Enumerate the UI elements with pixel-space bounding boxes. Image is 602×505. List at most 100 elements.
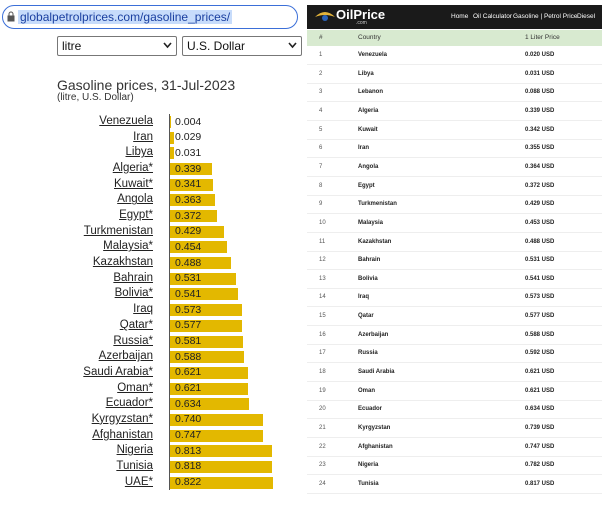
category-label[interactable]: Iran bbox=[133, 130, 153, 143]
category-label[interactable]: Bahrain bbox=[113, 271, 153, 284]
table-cell: 0.573 USD bbox=[525, 294, 555, 301]
row-separator bbox=[307, 287, 602, 289]
row-separator bbox=[307, 138, 602, 140]
nav-link[interactable]: Diesel bbox=[577, 13, 596, 20]
table-cell: 0.339 USD bbox=[525, 107, 555, 114]
table-cell: 18 bbox=[319, 369, 326, 376]
bar bbox=[170, 241, 227, 254]
row-separator bbox=[307, 381, 602, 383]
bar bbox=[170, 116, 171, 128]
bar bbox=[170, 351, 244, 364]
value-label: 0.429 bbox=[175, 225, 202, 238]
row-separator bbox=[307, 306, 602, 308]
table-cell: Libya bbox=[358, 70, 374, 77]
chevron bbox=[163, 42, 172, 49]
table-cell: 22 bbox=[319, 443, 326, 450]
row-separator bbox=[307, 399, 602, 401]
value-label: 0.747 bbox=[175, 429, 202, 442]
value-label: 0.488 bbox=[175, 256, 202, 269]
table-cell: 0.429 USD bbox=[525, 201, 555, 208]
bar bbox=[170, 304, 242, 317]
select-text: litre bbox=[62, 39, 82, 53]
table-cell: 1 bbox=[319, 52, 323, 58]
category-label[interactable]: Russia* bbox=[113, 334, 153, 347]
table-cell: 0.364 USD bbox=[525, 163, 555, 170]
category-label[interactable]: Kuwait* bbox=[114, 177, 153, 190]
value-label: 0.588 bbox=[175, 350, 202, 363]
category-label[interactable]: Qatar* bbox=[119, 318, 153, 331]
table-cell: Azerbaijan bbox=[358, 331, 389, 338]
category-label[interactable]: Nigeria bbox=[116, 444, 153, 457]
value-label: 0.004 bbox=[175, 115, 202, 128]
select-text: U.S. Dollar bbox=[187, 39, 246, 53]
logo-icon bbox=[315, 12, 335, 21]
table-cell: 0.739 USD bbox=[525, 425, 555, 431]
table-cell: Nigeria bbox=[358, 462, 379, 469]
nav-link[interactable]: Gasoline | Petrol Price bbox=[513, 13, 578, 20]
url: globalpetrolprices.com/gasoline_prices/ bbox=[18, 10, 233, 24]
table-cell: 5 bbox=[319, 126, 323, 133]
address-bar[interactable] bbox=[2, 5, 298, 29]
table-header bbox=[307, 30, 602, 46]
category-label[interactable]: Algeria* bbox=[112, 162, 153, 175]
unit-select[interactable]: litre bbox=[57, 36, 177, 56]
value-label: 0.454 bbox=[175, 240, 202, 253]
table-cell: 0.020 USD bbox=[525, 52, 555, 58]
bar bbox=[170, 163, 213, 176]
category-label[interactable]: Malaysia* bbox=[103, 240, 153, 253]
table-cell: 14 bbox=[319, 294, 326, 301]
row-separator bbox=[307, 101, 602, 103]
bar bbox=[170, 225, 224, 238]
value-label: 0.634 bbox=[175, 397, 202, 410]
bar bbox=[170, 429, 264, 442]
category-label[interactable]: Kazakhstan bbox=[92, 256, 153, 269]
category-label[interactable]: Turkmenistan bbox=[83, 224, 153, 237]
value-label: 0.372 bbox=[175, 209, 202, 222]
row-separator bbox=[307, 418, 602, 420]
category-label[interactable]: UAE* bbox=[124, 475, 153, 488]
column-header: 1 Liter Price bbox=[525, 34, 560, 41]
row-separator bbox=[307, 64, 602, 65]
table-cell: 0.588 USD bbox=[525, 331, 555, 338]
table-cell: 13 bbox=[319, 275, 326, 282]
category-label[interactable]: Azerbaijan bbox=[98, 350, 153, 363]
category-label[interactable]: Libya bbox=[125, 146, 154, 159]
category-label[interactable]: Saudi Arabia* bbox=[83, 365, 153, 378]
table-cell: 0.031 USD bbox=[525, 70, 555, 77]
row-separator bbox=[307, 231, 602, 233]
logo[interactable]: OilPrice bbox=[336, 7, 386, 22]
category-label[interactable]: Venezuela bbox=[99, 115, 153, 127]
table-cell: 0.453 USD bbox=[525, 219, 555, 226]
row-separator bbox=[307, 250, 602, 252]
row-separator bbox=[307, 362, 602, 364]
category-label[interactable]: Angola bbox=[117, 193, 153, 206]
table-cell: 0.621 USD bbox=[525, 369, 555, 376]
currency-select[interactable]: U.S. Dollar bbox=[182, 36, 302, 56]
nav-link[interactable]: Home bbox=[451, 13, 469, 20]
row-separator bbox=[307, 119, 602, 121]
table-cell: 0.577 USD bbox=[525, 313, 555, 320]
table-cell: Angola bbox=[358, 163, 379, 170]
category-label[interactable]: Ecuador* bbox=[105, 397, 153, 410]
table-cell: Algeria bbox=[358, 107, 379, 114]
table-cell: Kyrgyzstan bbox=[358, 425, 391, 431]
row-separator bbox=[307, 474, 602, 476]
category-label[interactable]: Oman* bbox=[117, 381, 153, 394]
row-separator bbox=[307, 492, 602, 494]
table-cell: Russia bbox=[358, 350, 378, 357]
bar bbox=[170, 413, 263, 426]
table-cell: 16 bbox=[319, 331, 326, 338]
table-cell: 0.342 USD bbox=[525, 126, 555, 133]
value-label: 0.531 bbox=[175, 272, 202, 285]
nav-link[interactable]: Oil Calculator bbox=[473, 13, 513, 20]
row-separator bbox=[307, 437, 602, 438]
category-label[interactable]: Egypt* bbox=[119, 209, 153, 222]
category-label[interactable]: Kyrgyzstan* bbox=[91, 412, 153, 425]
chart-title: Gasoline prices, 31-Jul-2023 bbox=[57, 77, 236, 93]
category-label[interactable]: Iraq bbox=[133, 303, 153, 316]
bar bbox=[170, 476, 273, 489]
category-label[interactable]: Bolivia* bbox=[114, 287, 153, 300]
table-cell: 0.634 USD bbox=[525, 406, 555, 413]
category-label[interactable]: Tunisia bbox=[116, 459, 153, 472]
category-label[interactable]: Afghanistan bbox=[92, 428, 153, 441]
